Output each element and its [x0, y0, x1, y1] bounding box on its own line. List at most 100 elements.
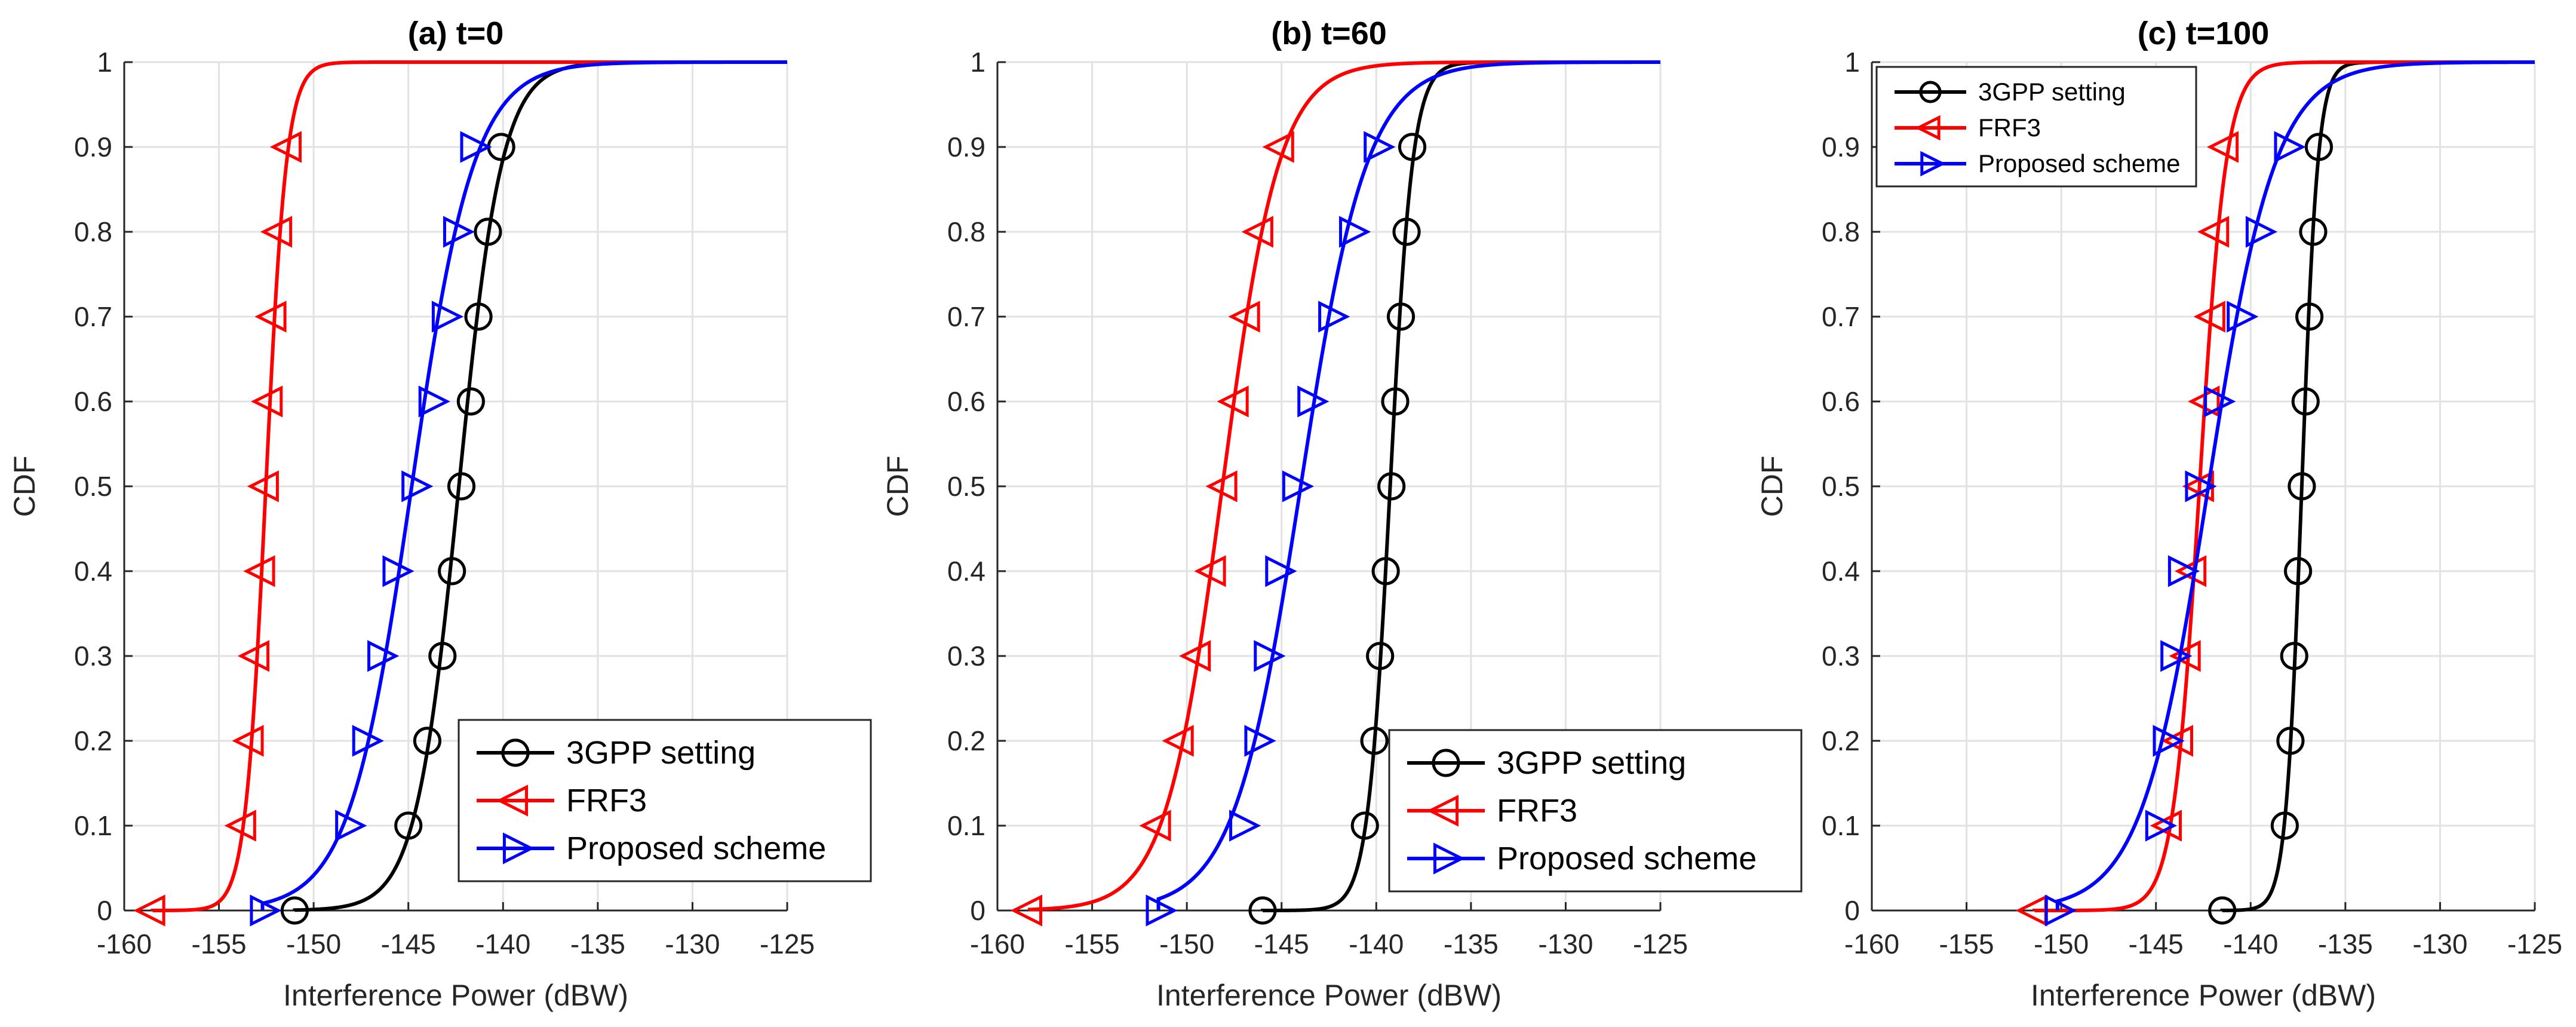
panel-2: -160 -155 -150 -145 -140 -135 -130 -125 0 0.1 0.2 0…: [1755, 16, 2562, 1012]
data-point: [460, 131, 492, 163]
panel-title: (c) t=100: [2138, 16, 2270, 51]
data-point: [367, 640, 400, 672]
data-point: [2274, 131, 2306, 163]
data-point: [1265, 555, 1297, 587]
data-point: [431, 301, 464, 333]
data-point: [2270, 811, 2299, 840]
y-tick-label: 0: [970, 895, 985, 926]
data-point: [2208, 896, 2237, 925]
data-point: [224, 810, 256, 842]
x-tick-label: -130: [1538, 928, 1593, 959]
x-tick-label: -145: [1254, 928, 1309, 959]
y-tick-label: 0.3: [1822, 640, 1860, 672]
y-tick-label: 0.5: [74, 471, 112, 502]
legend-marker: [1919, 81, 1942, 103]
x-tick-label: -130: [2412, 928, 2467, 959]
series-triangle-right: [2044, 60, 2535, 927]
data-point: [2288, 472, 2316, 501]
y-tick-label: 0.2: [947, 725, 985, 756]
y-tick-label: 1: [1844, 47, 1860, 78]
panel-title: (b) t=60: [1271, 16, 1387, 51]
y-tick-label: 0.6: [1822, 386, 1860, 417]
x-tick-label: -135: [570, 928, 625, 959]
y-tick-label: 0.4: [74, 556, 112, 587]
y-tick-label: 1: [97, 47, 112, 78]
data-point: [413, 726, 442, 755]
legend-label: Proposed scheme: [1978, 149, 2181, 177]
data-point: [1179, 640, 1211, 672]
data-point: [1350, 811, 1379, 840]
data-point: [1262, 131, 1294, 163]
y-tick-label: 0.7: [74, 301, 112, 332]
x-tick-label: -135: [2318, 928, 2373, 959]
data-point: [443, 216, 475, 248]
series-triangle-right: [250, 60, 787, 927]
x-tick-label: -150: [1159, 928, 1214, 959]
data-point: [335, 810, 367, 842]
legend: 3GPP setting FRF3 Proposed scheme: [1388, 729, 1803, 893]
data-point: [2304, 133, 2334, 161]
data-point: [1010, 894, 1042, 927]
data-point: [1254, 640, 1286, 672]
data-point: [232, 725, 264, 757]
data-point: [247, 470, 279, 502]
x-tick-label: -155: [1939, 928, 1994, 959]
legend-marker: [1433, 842, 1466, 875]
data-point: [352, 725, 384, 757]
y-tick-label: 0.5: [1822, 471, 1860, 502]
data-point: [2204, 385, 2236, 418]
legend-marker: [1426, 795, 1459, 827]
data-point: [1205, 470, 1238, 502]
data-point: [1360, 726, 1389, 755]
data-point: [2161, 725, 2194, 757]
data-point: [1398, 133, 1427, 161]
data-point: [1366, 642, 1395, 670]
data-point: [243, 555, 275, 587]
data-point: [2150, 810, 2182, 842]
data-point: [394, 811, 423, 840]
data-point: [2175, 555, 2207, 587]
data-point: [2276, 726, 2305, 755]
y-tick-label: 0.1: [1822, 810, 1860, 841]
y-tick-label: 0.4: [1822, 556, 1860, 587]
x-tick-label: -125: [760, 928, 815, 959]
y-tick-label: 0.7: [1822, 301, 1860, 332]
series-line: [2055, 60, 2535, 910]
data-point: [1282, 470, 1315, 502]
data-point: [2206, 131, 2239, 163]
chart-panels: -160 -155 -150 -145 -140 -135 -130 -125 0 0.1 0.2 0…: [8, 16, 2562, 1012]
data-point: [1146, 894, 1178, 927]
data-point: [1244, 725, 1276, 757]
data-point: [280, 896, 309, 925]
y-tick-label: 0.7: [947, 301, 985, 332]
data-point: [1377, 472, 1406, 501]
legend-label: 3GPP setting: [1497, 745, 1686, 781]
data-point: [133, 894, 165, 927]
data-point: [1228, 301, 1260, 333]
data-point: [2283, 557, 2313, 585]
data-point: [1194, 555, 1226, 587]
x-tick-label: -160: [970, 928, 1025, 959]
y-tick-label: 0.8: [947, 216, 985, 247]
series-line: [260, 60, 787, 911]
data-point: [418, 385, 450, 418]
data-point: [382, 555, 415, 587]
data-point: [456, 387, 485, 416]
data-point: [2227, 301, 2259, 333]
y-axis-label: CDF: [1755, 456, 1789, 517]
data-point: [1248, 896, 1277, 925]
legend-label: FRF3: [1497, 793, 1577, 829]
x-tick-label: -150: [286, 928, 341, 959]
data-point: [2291, 387, 2320, 416]
x-tick-label: -125: [2507, 928, 2562, 959]
data-point: [1229, 810, 1261, 842]
legend-marker: [501, 738, 530, 767]
data-point: [2145, 810, 2177, 842]
data-point: [1371, 557, 1400, 585]
x-tick-label: -155: [192, 928, 247, 959]
y-tick-label: 0.2: [1822, 725, 1860, 756]
y-tick-label: 0: [1844, 895, 1860, 926]
data-point: [1139, 810, 1171, 842]
data-point: [250, 894, 282, 927]
